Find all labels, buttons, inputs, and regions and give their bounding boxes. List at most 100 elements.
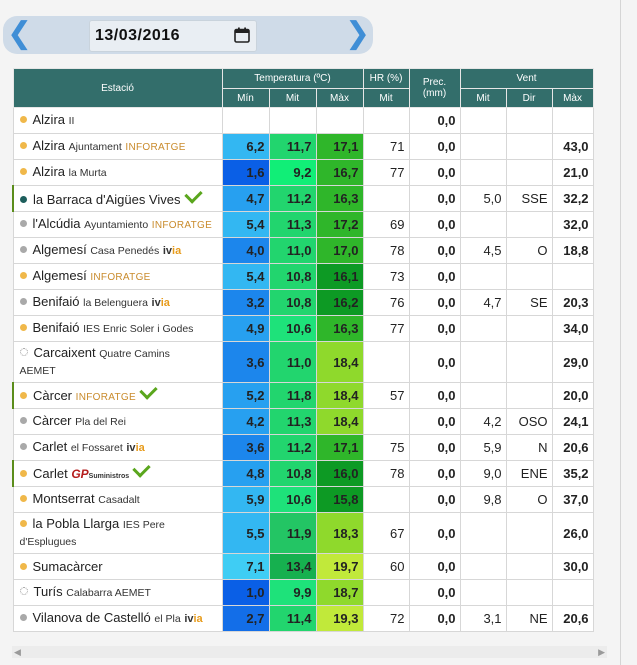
table-row[interactable]: Càrcer INFORATGE 5,2 11,8 18,4 57 0,0 20,0 [12, 381, 594, 409]
station-cell[interactable]: Benifaió IES Enric Soler i Godes [12, 315, 223, 342]
hr-mit-cell: 60 [362, 553, 410, 580]
wind-mit-cell: 9,0 [459, 460, 507, 487]
station-sub: Casa Penedés [90, 245, 160, 257]
hr-mit-cell: 78 [362, 237, 410, 264]
station-cell[interactable]: l'Alcúdia Ayuntamiento INFORATGE [12, 211, 223, 238]
table-row[interactable]: Montserrat Casadalt 5,9 10,6 15,8 0,0 9,8 O 37,… [12, 486, 594, 513]
col-temp-max[interactable]: Màx [315, 88, 364, 108]
status-dot-icon [19, 219, 27, 227]
hr-mit-cell: 71 [362, 133, 410, 160]
table-row[interactable]: la Barraca d'Aigües Vives 4,7 11,2 16,3 0,0 5… [12, 185, 594, 212]
col-hr[interactable]: HR (%) [362, 68, 410, 89]
col-temperature[interactable]: Temperatura (ºC) [221, 68, 364, 89]
status-dot-icon [19, 520, 27, 527]
station-cell[interactable]: Càrcer Pla del Rei [12, 408, 223, 435]
calendar-icon[interactable] [234, 27, 250, 43]
col-wind[interactable]: Vent [459, 68, 594, 89]
horizontal-scrollbar[interactable]: ◀ ▶ [12, 646, 607, 658]
chevron-right-icon[interactable]: ❯ [345, 16, 371, 51]
table-row[interactable]: Alzira Ajuntament INFORATGE 6,2 11,7 17,1 71… [12, 133, 594, 160]
table-row[interactable]: Carlet el Fossaret ivia 3,6 11,2 17,1 75 0,0 5… [12, 434, 594, 461]
station-cell[interactable]: Alzira II [12, 107, 223, 134]
station-name: Benifaió [32, 320, 80, 335]
temp-mit-cell: 11,7 [268, 133, 317, 160]
station-cell[interactable]: Algemesí INFORATGE [12, 263, 223, 290]
station-cell[interactable]: Turís Calabarra AEMET [12, 579, 223, 606]
wind-dir-cell [505, 159, 553, 186]
wind-max-cell: 24,1 [551, 408, 594, 435]
wind-max-cell: 18,8 [551, 237, 594, 264]
temp-min-cell: 5,5 [221, 512, 270, 554]
station-cell[interactable]: Carlet GPSuministros [12, 458, 223, 487]
col-wind-mit[interactable]: Mit [459, 88, 507, 108]
wind-mit-cell [459, 382, 507, 409]
station-cell[interactable]: la Barraca d'Aigües Vives [12, 185, 223, 212]
hr-mit-cell: 67 [362, 512, 410, 554]
col-temp-min[interactable]: Mín [221, 88, 270, 108]
col-temp-mit[interactable]: Mit [268, 88, 317, 108]
col-hr-mit[interactable]: Mit [362, 88, 410, 108]
wind-mit-cell: 5,0 [459, 185, 507, 212]
temp-mit-cell: 11,2 [268, 434, 317, 461]
table-row[interactable]: Algemesí Casa Penedés ivia 4,0 11,0 17,0 78 0… [12, 237, 594, 264]
scroll-left-icon[interactable]: ◀ [14, 647, 21, 657]
date-navigator: ❮ 13/03/2016 ❯ [3, 16, 373, 54]
temp-min-cell: 3,6 [221, 341, 270, 383]
table-row[interactable]: Carlet GPSuministros 4,8 10,8 16,0 78 0,0 9,0 E… [12, 458, 594, 487]
precip-cell: 0,0 [408, 341, 461, 383]
table-row[interactable]: la Pobla Llarga IES Pere d'Esplugues 5,5 11… [12, 512, 594, 554]
table-row[interactable]: Alzira la Murta 1,6 9,2 16,7 77 0,0 21,0 [12, 159, 594, 186]
temp-mit-cell: 10,6 [268, 315, 317, 342]
table-row[interactable]: Carcaixent Quatre Camins AEMET 3,6 11,0 18,4… [12, 341, 594, 383]
status-dot-icon [19, 141, 27, 149]
wind-mit-cell [459, 107, 507, 134]
table-row[interactable]: l'Alcúdia Ayuntamiento INFORATGE 5,4 11,3 1… [12, 211, 594, 238]
wind-dir-cell: O [505, 486, 553, 513]
temp-mit-cell: 11,3 [268, 408, 317, 435]
station-sub: el Fossaret [70, 442, 123, 454]
wind-max-cell: 32,0 [551, 211, 594, 238]
precip-cell: 0,0 [408, 185, 461, 212]
date-input[interactable]: 13/03/2016 [89, 20, 257, 52]
table-row[interactable]: Càrcer Pla del Rei 4,2 11,3 18,4 0,0 4,2 OSO 24… [12, 408, 594, 435]
col-prec[interactable]: Prec. (mm) [408, 68, 461, 108]
station-cell[interactable]: Sumacàrcer [12, 553, 223, 580]
network-logo: INFORATGE [151, 219, 213, 231]
station-cell[interactable]: Vilanova de Castelló el Pla ivia [12, 605, 223, 632]
wind-mit-cell [459, 553, 507, 580]
station-cell[interactable]: Alzira la Murta [12, 159, 223, 186]
table-row[interactable]: Benifaió la Belenguera ivia 3,2 10,8 16,2 76… [12, 289, 594, 316]
table-row[interactable]: Benifaió IES Enric Soler i Godes 4,9 10,6 1… [12, 315, 594, 342]
station-cell[interactable]: Montserrat Casadalt [12, 486, 223, 513]
station-name: Benifaió [32, 294, 80, 309]
temp-mit-cell [268, 107, 317, 134]
station-name: Sumacàrcer [32, 558, 103, 574]
station-cell[interactable]: Carlet el Fossaret ivia [12, 434, 223, 461]
col-wind-max[interactable]: Màx [551, 88, 594, 108]
table-row[interactable]: Alzira II 0,0 [12, 107, 594, 134]
col-wind-dir[interactable]: Dir [505, 88, 553, 108]
station-cell[interactable]: Benifaió la Belenguera ivia [12, 289, 223, 316]
table-row[interactable]: Vilanova de Castelló el Pla ivia 2,7 11,4 1… [12, 605, 594, 632]
col-station[interactable]: Estació [12, 68, 223, 108]
station-cell[interactable]: Algemesí Casa Penedés ivia [12, 237, 223, 264]
station-sub: Casadalt [98, 494, 140, 506]
station-cell[interactable]: Càrcer INFORATGE [12, 381, 223, 409]
table-row[interactable]: Algemesí INFORATGE 5,4 10,8 16,1 73 0,0 [12, 263, 594, 290]
hr-mit-cell: 78 [362, 460, 410, 487]
wind-max-cell [551, 263, 594, 290]
temp-min-cell: 3,6 [221, 434, 270, 461]
precip-cell: 0,0 [408, 512, 461, 554]
status-dot-icon [19, 168, 27, 175]
station-cell[interactable]: Alzira Ajuntament INFORATGE [12, 133, 223, 160]
scroll-right-icon[interactable]: ▶ [598, 647, 605, 657]
table-row[interactable]: Sumacàrcer 7,1 13,4 19,7 60 0,0 30,0 [12, 553, 594, 580]
hr-mit-cell: 72 [362, 605, 410, 632]
station-sub: el Pla [154, 613, 181, 625]
station-cell[interactable]: Carcaixent Quatre Camins AEMET [12, 341, 223, 383]
table-row[interactable]: Turís Calabarra AEMET 1,0 9,9 18,7 0,0 [12, 579, 594, 606]
station-cell[interactable]: la Pobla Llarga IES Pere d'Esplugues [12, 512, 223, 554]
station-name: Vilanova de Castelló [32, 610, 151, 625]
chevron-left-icon[interactable]: ❮ [7, 16, 33, 51]
wind-mit-cell: 5,9 [459, 434, 507, 461]
